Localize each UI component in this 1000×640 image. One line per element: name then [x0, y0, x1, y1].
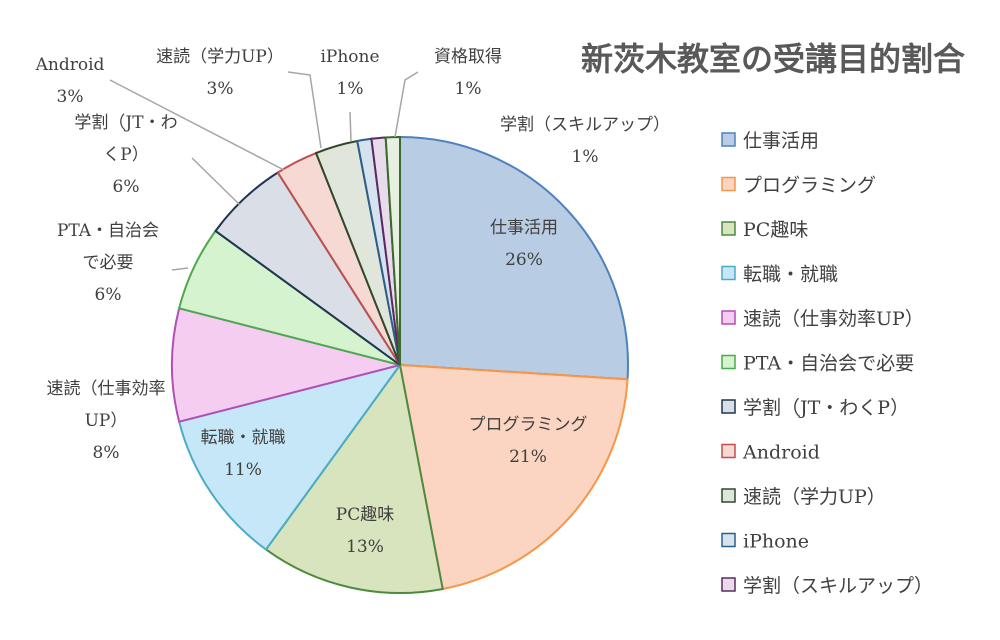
legend-swatch-0 — [721, 132, 736, 147]
data-label-7: Android 3% — [35, 55, 105, 107]
leader-line-7 — [109, 79, 285, 171]
leader-line-11 — [394, 71, 419, 138]
legend-item-6: 学割（JT・わくP） — [721, 397, 909, 419]
data-label-4: 速読（仕事効率 UP） 8% — [47, 379, 166, 463]
legend-label-1: プログラミング — [743, 175, 876, 197]
data-label-9: iPhone 1% — [320, 47, 379, 99]
data-label-1: プログラミング 21% — [469, 415, 588, 467]
leader-line-8 — [287, 71, 322, 149]
legend-label-4: 速読（仕事効率UP） — [743, 308, 924, 330]
legend-item-7: Android — [721, 442, 820, 464]
legend-item-10: 学割（スキルアップ） — [721, 575, 933, 597]
slice-11 — [384, 135, 401, 366]
data-label-6: 学割（JT・わくP） 6% — [74, 113, 177, 197]
slice-4 — [170, 307, 401, 423]
legend-swatch-6 — [721, 399, 736, 414]
legend-item-4: 速読（仕事効率UP） — [721, 308, 924, 330]
legend-label-0: 仕事活用 — [743, 130, 819, 152]
data-label-10: 学割（スキルアップ） 1% — [500, 115, 670, 167]
slice-3 — [177, 363, 403, 551]
leader-line-5 — [171, 267, 189, 271]
legend-swatch-1 — [721, 176, 736, 192]
data-label-3: 転職・就職 11% — [201, 428, 286, 480]
legend-label-9: iPhone — [743, 531, 809, 553]
legend-swatch-2 — [721, 221, 736, 236]
legend-swatch-3 — [721, 265, 736, 281]
data-label-2: PC趣味 13% — [336, 505, 394, 557]
legend-label-7: Android — [742, 442, 820, 464]
legend-swatch-8 — [721, 488, 736, 503]
leader-line-9 — [349, 111, 352, 142]
chart-title: 新茨木教室の受講目的割合 — [581, 40, 965, 78]
data-label-0: 仕事活用 26% — [490, 218, 558, 270]
slice-2 — [264, 362, 444, 594]
slice-0 — [399, 135, 629, 381]
slice-1 — [398, 363, 629, 591]
legend-item-3: 転職・就職 — [721, 264, 838, 286]
legend-label-3: 転職・就職 — [743, 264, 838, 286]
legend-item-5: PTA・自治会で必要 — [721, 353, 914, 375]
legend-label-8: 速読（学力UP） — [743, 486, 886, 508]
legend-label-10: 学割（スキルアップ） — [743, 575, 933, 597]
legend-swatch-7 — [721, 443, 736, 459]
data-label-8: 速読（学力UP） 3% — [156, 47, 284, 99]
legend-label-2: PC趣味 — [743, 219, 808, 241]
leader-line-6 — [191, 157, 241, 206]
legend-item-1: プログラミング — [721, 175, 876, 197]
legend-item-2: PC趣味 — [721, 219, 808, 241]
legend-swatch-9 — [721, 532, 736, 548]
data-label-5: PTA・自治会で必要 6% — [57, 221, 159, 305]
legend-item-8: 速読（学力UP） — [721, 486, 886, 508]
legend-swatch-4 — [721, 310, 736, 325]
data-label-11: 資格取得 1% — [434, 47, 502, 99]
legend-label-5: PTA・自治会で必要 — [743, 353, 914, 375]
legend-swatch-5 — [721, 354, 736, 370]
legend-item-9: iPhone — [721, 531, 809, 553]
legend-label-6: 学割（JT・わくP） — [743, 397, 909, 419]
legend-swatch-10 — [721, 577, 736, 592]
legend-item-0: 仕事活用 — [721, 130, 819, 152]
